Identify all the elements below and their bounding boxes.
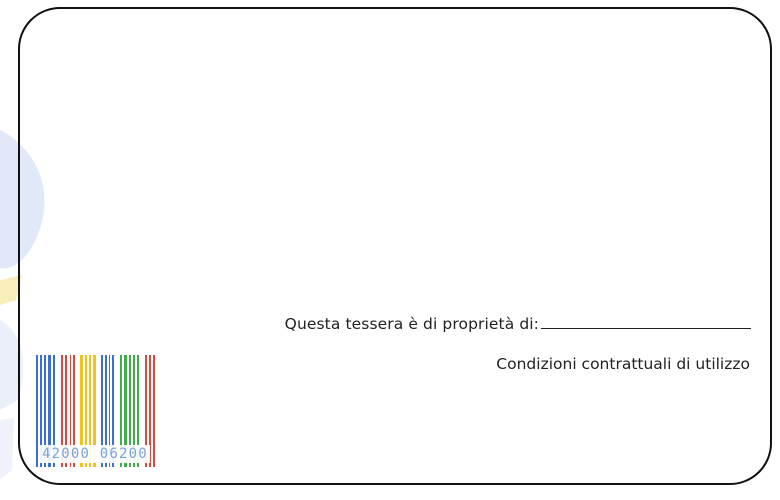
- barcode: [36, 355, 155, 467]
- barcode-bar: [65, 355, 67, 467]
- barcode-bar: [101, 355, 103, 467]
- owner-line: Questa tessera è di proprietà di:: [285, 313, 751, 333]
- barcode-bar: [109, 355, 110, 467]
- barcode-bar: [89, 355, 91, 467]
- barcode-bar: [105, 355, 107, 467]
- barcode-bar: [70, 355, 71, 467]
- owner-field[interactable]: [541, 313, 751, 329]
- barcode-bar: [44, 355, 46, 467]
- barcode-bar: [133, 355, 135, 467]
- barcode-bar: [112, 355, 114, 467]
- barcode-bar: [73, 355, 75, 467]
- barcode-bar: [53, 355, 55, 467]
- barcode-bar: [129, 355, 131, 467]
- barcode-bar: [48, 355, 51, 467]
- owner-label: Questa tessera è di proprietà di:: [284, 315, 539, 333]
- barcode-bar: [137, 355, 139, 467]
- barcode-bar: [80, 355, 83, 467]
- barcode-bar: [120, 355, 122, 467]
- barcode-bar: [40, 355, 42, 467]
- barcode-bar: [85, 355, 87, 467]
- barcode-bar: [145, 355, 147, 467]
- barcode-digits: 42000 06200: [40, 445, 150, 463]
- barcode-bar: [61, 355, 63, 467]
- barcode-bar: [149, 355, 151, 467]
- barcode-bar: [124, 355, 127, 467]
- barcode-bar: [36, 355, 38, 467]
- conditions-link[interactable]: Condizioni contrattuali di utilizzo: [496, 355, 750, 373]
- card-outline: [18, 7, 772, 485]
- barcode-bar: [93, 355, 96, 467]
- barcode-bar: [153, 355, 155, 467]
